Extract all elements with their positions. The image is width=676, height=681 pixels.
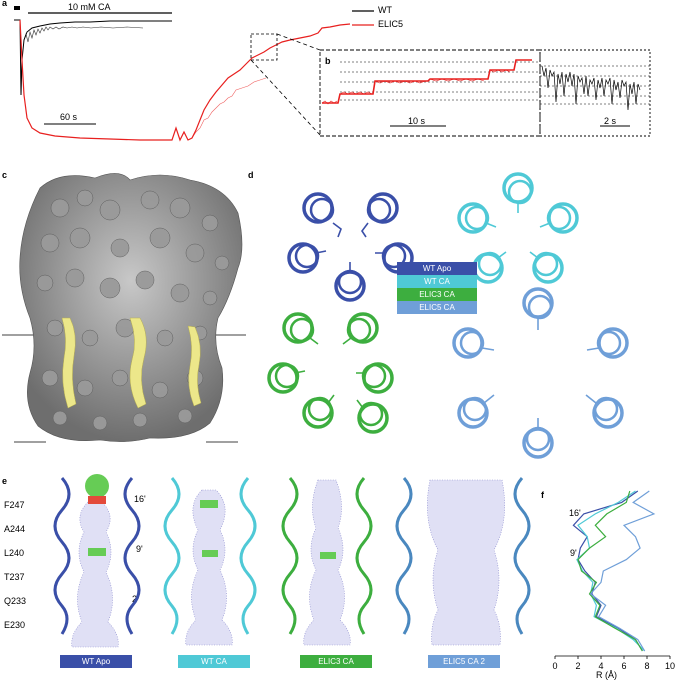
legend-elic3-ca: ELIC3 CA — [397, 288, 477, 301]
label-elic5-ca2: ELIC5 CA 2 — [428, 655, 500, 668]
elic3-ca-helices — [267, 312, 394, 434]
legend-elic5: ELIC5 — [378, 19, 404, 29]
x-tick-label: 8 — [644, 661, 649, 671]
zoom-box — [250, 33, 278, 61]
residue-a244: A244 — [4, 524, 26, 534]
elic5-ca-helices — [452, 287, 629, 459]
profile-elic3-ca — [281, 477, 373, 646]
label-wt-apo: WT Apo — [60, 655, 132, 668]
position-9: 9' — [136, 544, 143, 554]
panel-label-d: d — [248, 170, 254, 180]
legend-wt-apo: WT Apo — [397, 262, 477, 275]
panel-d-pore-views — [267, 172, 629, 459]
x-tick-label: 2 — [575, 661, 580, 671]
residue-q233: Q233 — [4, 596, 27, 606]
panel-label-e: e — [2, 476, 8, 486]
wt-apo-helices — [287, 192, 414, 302]
elic5-trace — [19, 19, 351, 142]
profile-elic5-ca2 — [395, 477, 531, 646]
panel-label-f: f — [541, 490, 544, 500]
residue-e230: E230 — [4, 620, 26, 630]
pre-bar — [14, 6, 20, 10]
panel-label-a: a — [2, 0, 8, 8]
x-axis-label: R (Å) — [596, 670, 617, 680]
legend-wt: WT — [378, 5, 392, 15]
residue-t237: T237 — [4, 572, 25, 582]
wt-trace — [14, 19, 172, 96]
panel-e-pore-profiles — [53, 474, 531, 648]
scale-10s-label: 10 s — [408, 116, 426, 126]
radius-series-0 — [572, 490, 643, 652]
panel-f-radius-chart: 0 2 4 6 8 10 — [552, 490, 675, 671]
panel-d-legend: WT Apo WT CA ELIC3 CA ELIC5 CA — [397, 262, 477, 314]
position-16: 16' — [134, 494, 146, 504]
annotation-9: 9' — [570, 548, 577, 558]
x-tick-label: 0 — [552, 661, 557, 671]
radius-series-3 — [589, 490, 656, 652]
profile-wt-ca — [163, 477, 257, 646]
profile-wt-apo — [53, 474, 141, 648]
legend-wt-ca: WT CA — [397, 275, 477, 288]
single-channel-trace — [541, 65, 641, 111]
label-elic3-ca: ELIC3 CA — [300, 655, 372, 668]
panel-label-c: c — [2, 170, 8, 180]
x-tick-label: 4 — [598, 661, 603, 671]
legend-elic5-ca: ELIC5 CA — [397, 301, 477, 314]
residue-l240: L240 — [4, 548, 25, 558]
residue-f247: F247 — [4, 500, 25, 510]
zoom-staircase-trace — [322, 59, 532, 104]
ca-label: 10 mM CA — [68, 2, 111, 12]
radius-series-2 — [577, 490, 643, 652]
panel-b-traces — [319, 49, 651, 137]
time-scale-label: 60 s — [60, 112, 78, 122]
wt-ca-helices — [457, 172, 579, 284]
x-tick-label: 6 — [621, 661, 626, 671]
scale-2s-label: 2 s — [604, 116, 617, 126]
cryo-em-density-map — [2, 173, 246, 443]
panel-a-traces — [14, 6, 374, 142]
panel-label-b: b — [325, 56, 331, 66]
radius-series-1 — [576, 490, 646, 652]
label-wt-ca: WT CA — [178, 655, 250, 668]
x-tick-label: 10 — [665, 661, 675, 671]
annotation-16: 16' — [569, 508, 581, 518]
